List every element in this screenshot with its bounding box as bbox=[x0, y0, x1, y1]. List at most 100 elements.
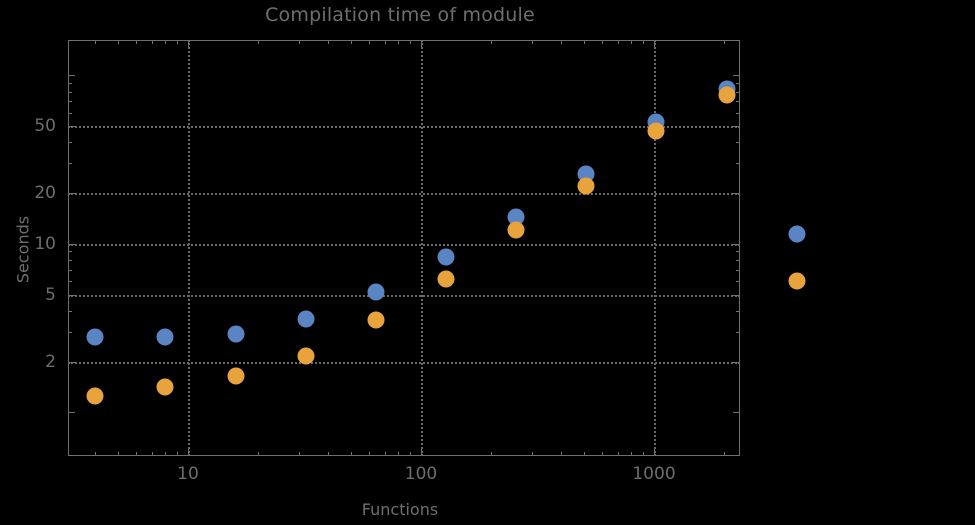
axis-tick bbox=[165, 452, 167, 456]
axis-tick bbox=[299, 452, 301, 456]
axis-tick bbox=[733, 243, 740, 245]
data-point-orange bbox=[718, 86, 736, 104]
y-tick-label: 20 bbox=[34, 183, 56, 204]
axis-tick bbox=[733, 75, 740, 77]
axis-tick bbox=[617, 40, 619, 44]
axis-tick bbox=[736, 163, 740, 165]
axis-tick bbox=[350, 40, 352, 44]
axis-tick bbox=[68, 243, 75, 245]
data-point-orange bbox=[227, 367, 245, 385]
axis-tick bbox=[631, 40, 633, 44]
axis-tick bbox=[136, 40, 138, 44]
data-point-blue bbox=[227, 325, 245, 343]
chart-title: Compilation time of module bbox=[265, 4, 535, 26]
axis-tick bbox=[68, 75, 75, 77]
axis-tick bbox=[258, 40, 260, 44]
axis-tick bbox=[68, 294, 75, 296]
axis-tick bbox=[68, 142, 72, 144]
data-point-blue bbox=[788, 225, 806, 243]
axis-tick bbox=[736, 112, 740, 114]
axis-tick bbox=[68, 310, 72, 312]
axis-tick bbox=[369, 452, 371, 456]
axis-tick bbox=[350, 452, 352, 456]
axis-tick bbox=[68, 193, 75, 195]
axis-tick bbox=[733, 126, 740, 127]
data-point-orange bbox=[577, 177, 595, 195]
data-point-blue bbox=[437, 248, 455, 266]
axis-tick bbox=[421, 449, 422, 456]
axis-tick bbox=[68, 260, 72, 262]
axis-tick bbox=[410, 452, 412, 456]
axis-tick bbox=[724, 40, 726, 44]
axis-tick bbox=[299, 40, 301, 44]
axis-tick bbox=[602, 452, 604, 456]
data-point-blue bbox=[297, 310, 315, 328]
y-tick-label: 5 bbox=[45, 284, 56, 305]
gridline-horizontal bbox=[68, 294, 740, 297]
axis-tick bbox=[736, 91, 740, 93]
axis-tick bbox=[643, 452, 645, 456]
data-point-orange bbox=[647, 122, 665, 140]
x-axis-title: Functions bbox=[361, 500, 439, 519]
data-point-orange bbox=[367, 311, 385, 329]
axis-tick bbox=[68, 163, 72, 165]
data-point-orange bbox=[86, 387, 104, 405]
axis-tick bbox=[561, 452, 563, 456]
gridline-horizontal bbox=[68, 193, 740, 196]
axis-tick bbox=[733, 294, 740, 296]
axis-tick bbox=[532, 452, 534, 456]
data-point-blue bbox=[156, 328, 174, 346]
y-tick-label: 50 bbox=[34, 116, 56, 136]
axis-tick bbox=[736, 269, 740, 271]
axis-tick bbox=[736, 260, 740, 262]
axis-tick bbox=[398, 40, 400, 44]
y-axis-title: Seconds bbox=[13, 215, 33, 284]
axis-tick bbox=[654, 40, 655, 47]
axis-tick bbox=[68, 281, 72, 283]
axis-tick bbox=[561, 40, 563, 44]
axis-tick bbox=[328, 452, 330, 456]
data-point-orange bbox=[156, 378, 174, 396]
axis-tick bbox=[384, 40, 386, 44]
data-point-orange bbox=[788, 272, 806, 290]
axis-tick bbox=[68, 112, 72, 114]
axis-tick bbox=[631, 452, 633, 456]
data-point-blue bbox=[86, 328, 104, 346]
axis-tick bbox=[95, 40, 97, 44]
axis-tick bbox=[583, 40, 585, 44]
axis-tick bbox=[95, 452, 97, 456]
axis-tick bbox=[177, 452, 179, 456]
axis-tick bbox=[68, 91, 72, 93]
y-tick-label: 10 bbox=[34, 233, 56, 254]
axis-tick bbox=[165, 40, 167, 44]
axis-tick bbox=[733, 412, 740, 414]
axis-tick bbox=[68, 251, 72, 253]
data-point-orange bbox=[297, 347, 315, 365]
axis-tick bbox=[654, 449, 655, 456]
axis-tick bbox=[733, 193, 740, 195]
axis-tick bbox=[736, 331, 740, 333]
axis-tick bbox=[151, 452, 153, 456]
axis-tick bbox=[188, 40, 189, 47]
axis-tick bbox=[724, 452, 726, 456]
axis-tick bbox=[117, 452, 119, 456]
gridline-horizontal bbox=[68, 243, 740, 246]
axis-tick bbox=[643, 40, 645, 44]
axis-tick bbox=[177, 40, 179, 44]
plot-frame bbox=[68, 40, 740, 456]
axis-tick bbox=[258, 452, 260, 456]
axis-tick bbox=[736, 101, 740, 103]
data-point-blue bbox=[367, 283, 385, 301]
axis-tick bbox=[736, 82, 740, 84]
axis-tick bbox=[68, 361, 75, 363]
axis-tick bbox=[421, 40, 422, 47]
axis-tick bbox=[136, 452, 138, 456]
axis-tick bbox=[736, 310, 740, 312]
axis-tick bbox=[733, 361, 740, 363]
gridline-vertical bbox=[421, 40, 423, 456]
axis-tick bbox=[188, 449, 189, 456]
axis-tick bbox=[369, 40, 371, 44]
data-point-orange bbox=[437, 270, 455, 288]
axis-tick bbox=[68, 82, 72, 84]
